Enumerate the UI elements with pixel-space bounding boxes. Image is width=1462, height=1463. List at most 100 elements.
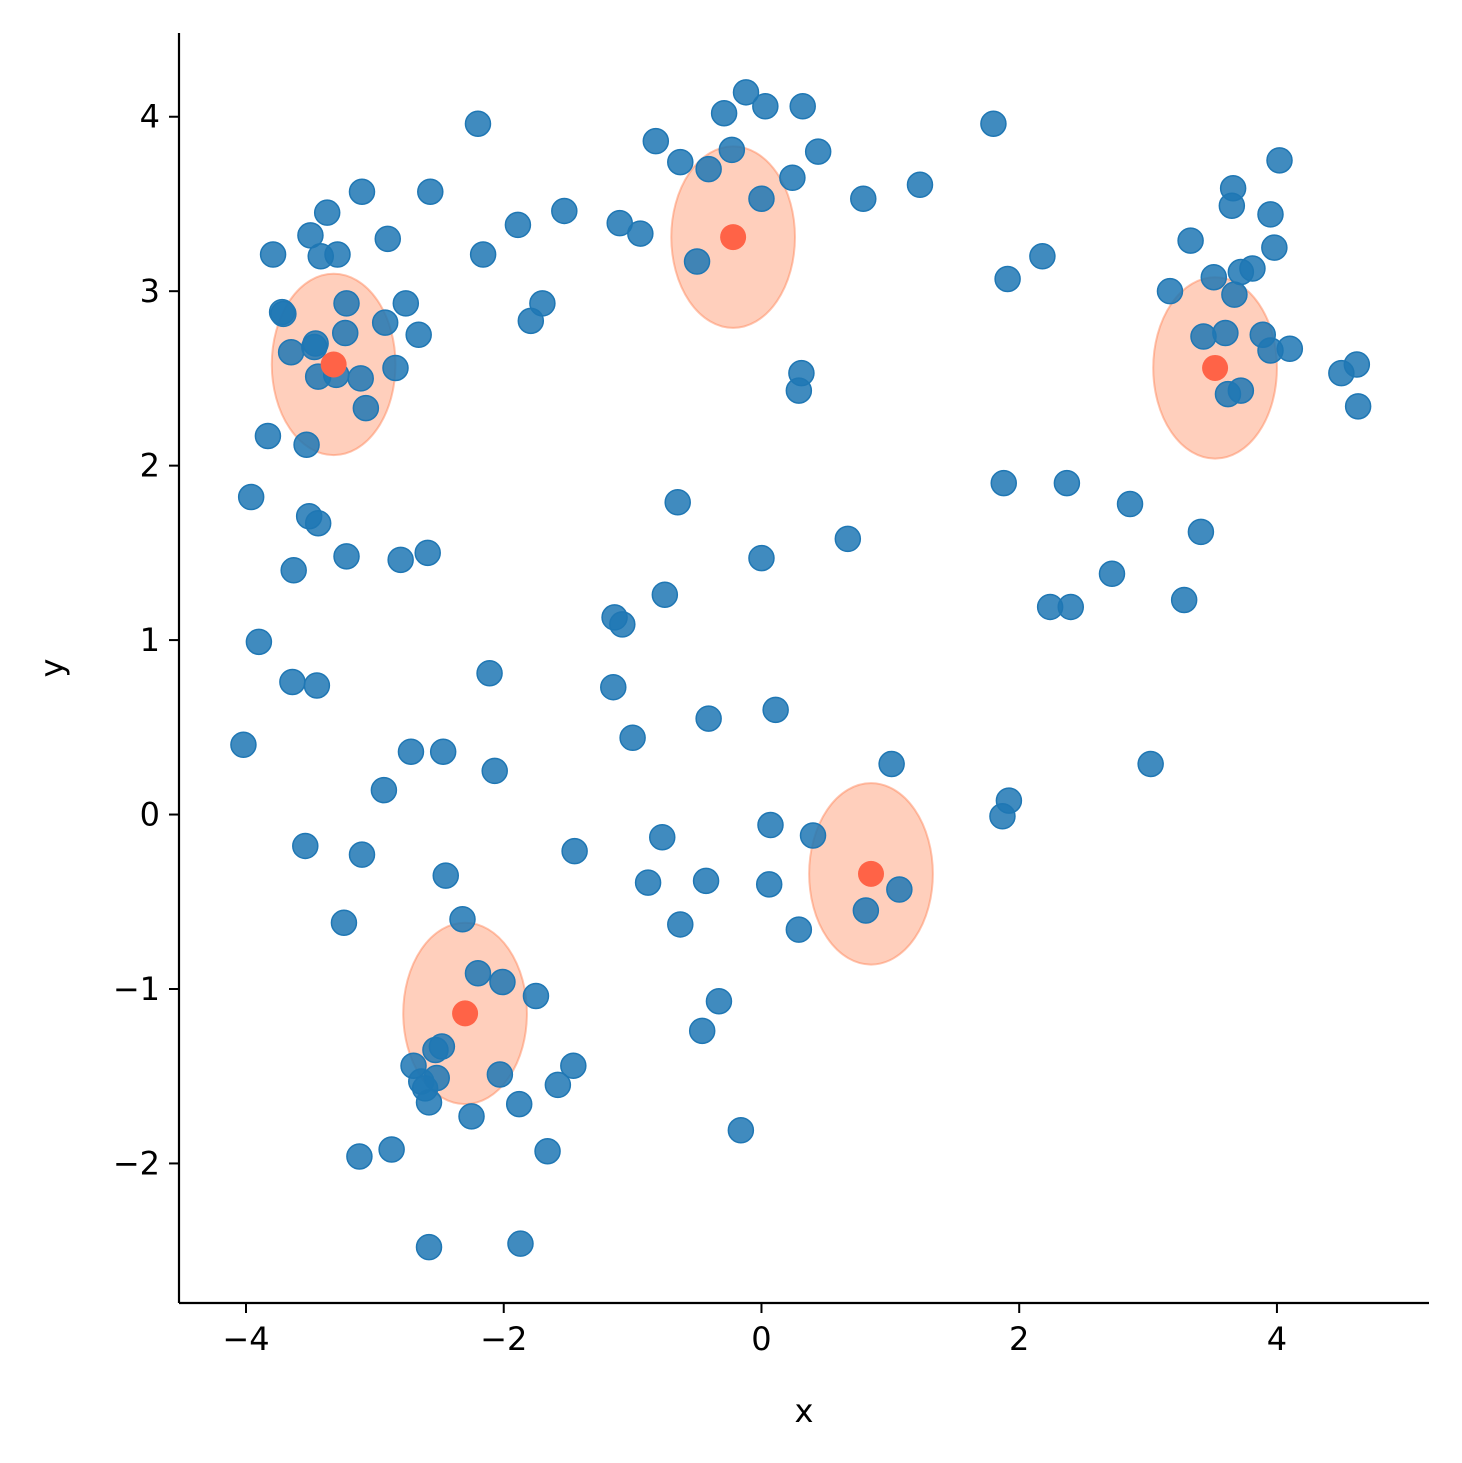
data-point <box>303 672 331 699</box>
x-axis-label: x <box>795 1392 814 1430</box>
data-point <box>804 138 832 165</box>
y-tick-label: −1 <box>113 970 160 1008</box>
data-point <box>1343 351 1371 378</box>
y-tick-label: 0 <box>140 796 160 834</box>
data-point <box>705 987 733 1015</box>
data-point <box>378 1136 405 1163</box>
x-tick-label: 0 <box>751 1320 771 1358</box>
data-point <box>330 909 358 936</box>
cluster-center-point <box>452 1000 479 1027</box>
data-point <box>688 1017 716 1045</box>
data-point <box>302 330 329 357</box>
data-point <box>994 265 1021 293</box>
y-ticks: −2 −1 0 1 2 3 4 <box>113 98 179 1182</box>
data-point <box>799 822 827 849</box>
data-point <box>370 776 398 804</box>
x-tick-label: −2 <box>480 1320 527 1358</box>
data-point <box>789 93 816 120</box>
data-point <box>324 241 351 268</box>
data-point <box>834 525 862 553</box>
y-tick-label: 2 <box>140 447 160 485</box>
data-point <box>297 222 324 249</box>
data-point <box>417 178 444 205</box>
data-point <box>505 1090 533 1118</box>
data-point <box>609 611 636 638</box>
data-point <box>664 489 691 516</box>
data-point <box>449 905 476 933</box>
data-point <box>980 110 1007 137</box>
x-tick-label: 4 <box>1267 1320 1287 1358</box>
y-tick-label: 3 <box>140 272 160 310</box>
x-tick-label: 2 <box>1009 1320 1029 1358</box>
data-point <box>648 823 676 851</box>
data-point <box>1177 227 1204 254</box>
data-point <box>710 99 738 127</box>
data-point <box>422 1036 449 1064</box>
cluster-centers-layer <box>320 224 1229 1027</box>
data-point <box>279 668 306 696</box>
data-point <box>374 225 402 253</box>
data-point <box>280 557 307 584</box>
data-point <box>727 1117 755 1144</box>
data-point <box>415 1089 443 1116</box>
data-point <box>886 876 913 903</box>
data-point <box>779 164 806 192</box>
data-point <box>695 155 722 183</box>
data-point <box>254 422 282 450</box>
data-point <box>1212 319 1239 347</box>
data-point <box>1170 586 1198 614</box>
data-point <box>785 916 813 943</box>
data-point <box>387 546 414 574</box>
data-point <box>600 673 627 701</box>
x-tick-label: −4 <box>222 1320 269 1358</box>
y-tick-label: −2 <box>113 1144 160 1182</box>
data-point <box>990 469 1017 497</box>
data-point <box>634 869 662 896</box>
y-tick-label: 4 <box>140 98 160 136</box>
data-point <box>667 148 694 176</box>
data-point <box>504 211 532 239</box>
data-point <box>423 1064 450 1092</box>
data-point <box>522 982 550 1010</box>
data-point <box>1221 281 1248 308</box>
cluster-center-point <box>858 860 885 887</box>
data-point <box>755 871 783 898</box>
data-point <box>415 1233 443 1261</box>
data-points-layer <box>230 79 1372 1261</box>
data-point <box>642 127 670 155</box>
data-point <box>551 197 578 225</box>
data-point <box>651 581 679 608</box>
data-point <box>627 220 654 247</box>
data-point <box>1190 323 1217 350</box>
data-point <box>259 241 287 268</box>
data-point <box>292 832 319 860</box>
data-point <box>382 354 409 382</box>
data-point <box>989 803 1016 830</box>
data-point <box>347 365 374 392</box>
data-point <box>1276 335 1304 363</box>
data-point <box>476 659 503 687</box>
data-point <box>762 696 789 724</box>
data-point <box>313 199 341 226</box>
data-point <box>304 509 332 537</box>
data-point <box>1200 263 1228 291</box>
data-point <box>237 483 265 511</box>
data-point <box>692 867 720 895</box>
data-point <box>464 110 492 137</box>
data-point <box>331 319 359 347</box>
data-point <box>560 1052 587 1079</box>
axes <box>177 33 1429 1305</box>
data-point <box>333 290 360 317</box>
data-point <box>333 543 360 570</box>
data-point <box>392 290 420 317</box>
data-point <box>352 394 380 422</box>
data-point <box>1257 201 1284 228</box>
data-point <box>1098 560 1126 588</box>
cluster-center-point <box>720 224 747 251</box>
data-point <box>1116 490 1144 518</box>
data-point <box>1227 377 1255 404</box>
data-point <box>346 1143 373 1170</box>
data-point <box>757 811 784 839</box>
data-point <box>277 338 305 366</box>
